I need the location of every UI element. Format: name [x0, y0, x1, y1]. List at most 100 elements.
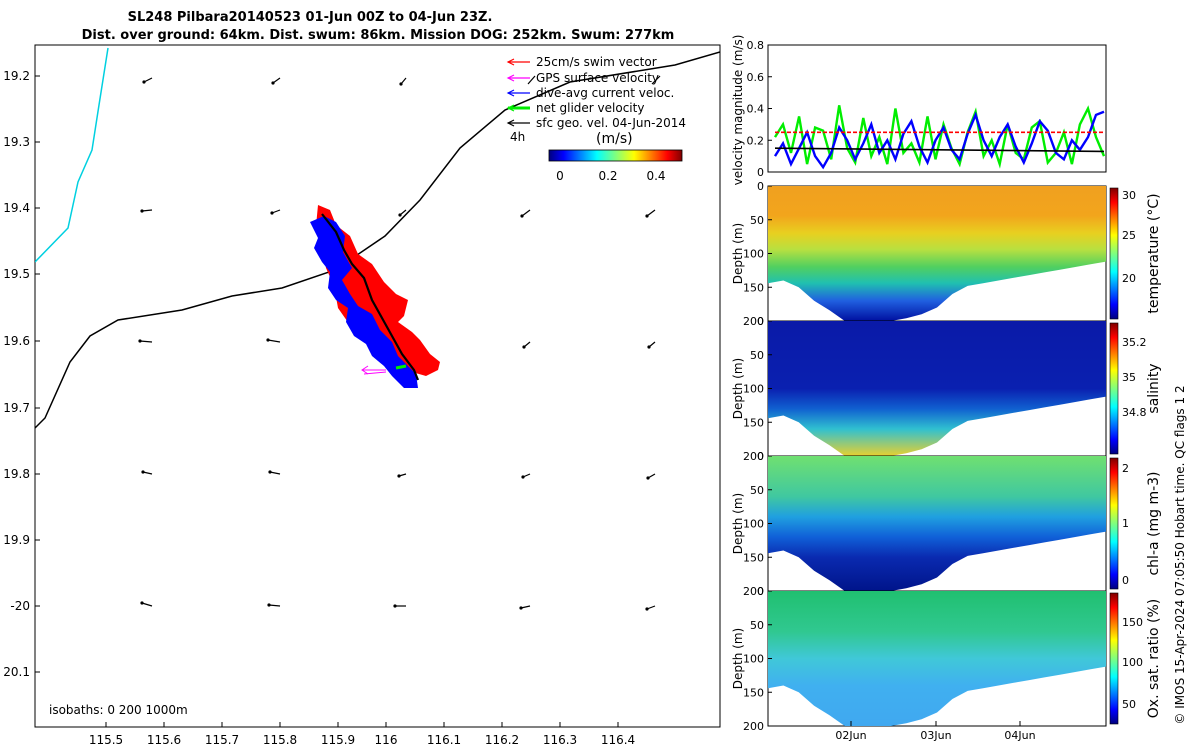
sfc-geo-arrowhead: [393, 604, 397, 608]
legend-colorbar-tick: 0: [556, 169, 564, 183]
legend-arrowhead: [506, 74, 515, 82]
legend-arrowhead: [506, 58, 515, 66]
profile-ytick-label: 200: [743, 315, 764, 328]
profile-panel-2: 0 50 100 150 200 Depth (m) 2 1 0 chl-a (mg m-3): [731, 450, 1162, 598]
sfc-geo-arrowhead: [138, 339, 142, 343]
velocity-panel: 0 0.2 0.4 0.6 0.8 velocity magnitude (m/s): [731, 35, 1107, 186]
profile-colorbar-tick: 34.8: [1122, 406, 1147, 419]
net-glider-track: [321, 213, 420, 381]
velocity-ylabel: velocity magnitude (m/s): [731, 35, 745, 186]
profile-ylabel: Depth (m): [731, 223, 745, 284]
sfc-geo-arrowhead: [646, 476, 650, 480]
isobaths-label: isobaths: 0 200 1000m: [49, 703, 188, 717]
sfc-geo-arrow: [268, 604, 281, 607]
legend-colorbar-tick: 0.2: [598, 169, 617, 183]
map-ytick-label: 19.4: [3, 201, 30, 215]
profile-colorbar-tick: 100: [1122, 656, 1143, 669]
sfc-geo-arrowhead: [140, 601, 144, 605]
sfc-geo-arrowhead: [522, 345, 526, 349]
legend-label: 25cm/s swim vector: [536, 55, 657, 69]
title-line2: Dist. over ground: 64km. Dist. swum: 86k…: [82, 28, 675, 43]
title-line1: SL248 Pilbara20140523 01-Jun 00Z to 04-J…: [128, 10, 493, 25]
profile-ytick-label: 100: [743, 518, 764, 531]
sfc-geo-arrowhead: [399, 82, 403, 86]
map-ytick-label: 19.7: [3, 401, 30, 415]
profile-ytick-label: 200: [743, 450, 764, 463]
profile-ytick-label: 50: [750, 349, 764, 362]
profile-ytick-label: 200: [743, 720, 764, 733]
map-xtick-label: 115.8: [263, 733, 297, 747]
profile-colorbar-label: chl-a (mg m-3): [1146, 471, 1162, 575]
sfc-geo-arrowhead: [142, 80, 146, 84]
legend-colorbar-ticks: 0 0.2 0.4: [556, 169, 665, 183]
profile-ytick-label: 200: [743, 585, 764, 598]
velocity-series-line: [774, 147, 1105, 153]
legend-label: dive-avg current veloc.: [536, 86, 674, 100]
sfc-geo-arrowhead: [270, 211, 274, 215]
map-ytick-label: 20.1: [3, 665, 30, 679]
profile-data: [768, 456, 1106, 591]
profile-data: [768, 186, 1106, 321]
legend-arrowhead: [506, 89, 515, 97]
velocity-series: [773, 105, 1106, 170]
map-ytick-label: 19.5: [3, 267, 30, 281]
profile-colorbar-label: salinity: [1146, 363, 1162, 413]
sfc-geo-arrow: [139, 340, 153, 343]
map-ytick-label: 19.6: [3, 334, 30, 348]
profile-ytick-label: 0: [757, 450, 764, 463]
map-y-ticks: 19.2 19.3 19.4 19.5 19.6 19.7 19.8 19.9 -20 20.1: [3, 69, 40, 679]
coastline: [35, 47, 109, 263]
map-frame: [34, 44, 721, 728]
sfc-geo-arrow: [646, 209, 656, 217]
profile-ytick-label: 0: [757, 315, 764, 328]
date-tick-label: 03Jun: [920, 729, 951, 742]
profile-ylabel: Depth (m): [731, 628, 745, 689]
profile-ytick-label: 150: [743, 281, 764, 294]
profile-colorbar: [1109, 322, 1119, 455]
sfc-geo-arrowhead: [141, 470, 145, 474]
profile-data: [768, 321, 1106, 456]
profile-ytick-label: 0: [757, 585, 764, 598]
profile-ytick-label: 100: [743, 653, 764, 666]
profile-ytick-label: 100: [743, 248, 764, 261]
velocity-ytick-label: 0: [757, 166, 764, 179]
profile-colorbar-tick: 0: [1122, 574, 1129, 587]
velocity-ytick-label: 0.8: [747, 39, 765, 52]
sfc-geo-arrowhead: [645, 214, 649, 218]
map-xtick-label: 116.2: [485, 733, 519, 747]
date-tick-label: 04Jun: [1004, 729, 1035, 742]
swim-vector-swath: [316, 205, 440, 376]
profile-ytick-label: 50: [750, 484, 764, 497]
sfc-geo-arrowhead: [520, 214, 524, 218]
legend-label: GPS surface velocity: [536, 71, 659, 85]
sfc-geo-arrowhead: [398, 213, 402, 217]
copyright-text: © IMOS 15-Apr-2024 07:05:50 Hobart time.…: [1173, 385, 1187, 724]
profile-ylabel: Depth (m): [731, 358, 745, 419]
legend-colorbar-tick: 0.4: [646, 169, 665, 183]
profile-panel-0: 0 50 100 150 200 Depth (m) 30 25 20 temperature (…: [731, 180, 1162, 328]
map-legend: 25cm/s swim vector GPS surface velocitydi…: [506, 55, 686, 130]
profile-panel-1: 0 50 100 150 200 Depth (m) 35.2 35 34.8 salinity: [731, 315, 1162, 463]
profile-ytick-label: 150: [743, 416, 764, 429]
profile-ytick-label: 150: [743, 551, 764, 564]
profile-ytick-label: 150: [743, 686, 764, 699]
sfc-geo-arrowhead: [140, 209, 144, 213]
profile-ylabel: Depth (m): [731, 493, 745, 554]
map-x-ticks: 115.5 115.6 115.7 115.8 115.9 116 116.1 116.2 11…: [89, 722, 635, 747]
isobath-line: [35, 51, 720, 429]
sfc-geo-arrow: [651, 75, 661, 85]
map-xtick-label: 116.4: [601, 733, 635, 747]
date-ticks: 02Jun 03Jun 04Jun: [835, 721, 1036, 742]
sfc-geo-arrowhead: [271, 81, 275, 85]
sfc-geo-arrowhead: [645, 607, 649, 611]
velocity-series-line: [773, 110, 1105, 170]
map-xtick-label: 116.3: [543, 733, 577, 747]
profile-colorbar-tick: 20: [1122, 272, 1136, 285]
legend-label: net glider velocity: [536, 101, 644, 115]
profile-ytick-label: 0: [757, 180, 764, 193]
map-xtick-label: 116: [375, 733, 398, 747]
date-tick-label: 02Jun: [835, 729, 866, 742]
profile-colorbar-label: temperature (°C): [1146, 193, 1162, 313]
